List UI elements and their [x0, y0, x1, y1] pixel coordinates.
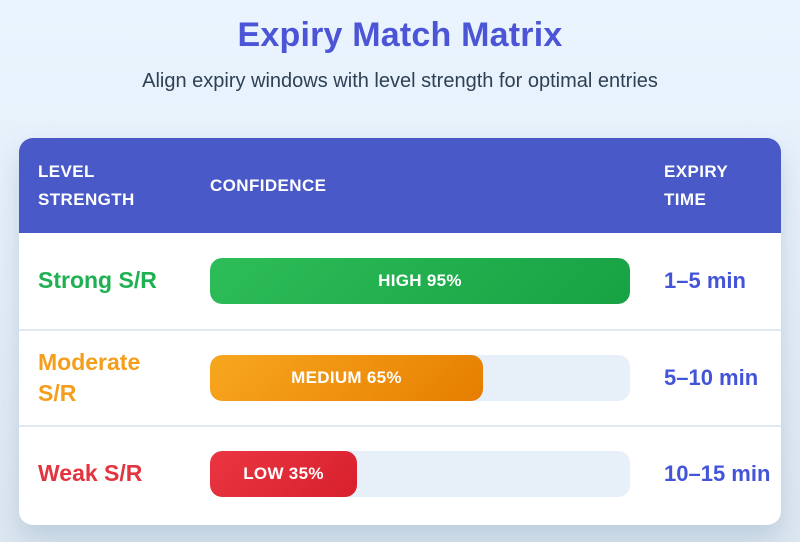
- confidence-bar-label: MEDIUM 65%: [291, 368, 402, 387]
- confidence-bar-label: HIGH 95%: [378, 271, 462, 290]
- column-header-confidence: CONFIDENCE: [210, 175, 327, 195]
- expiry-time-value: 1–5 min: [664, 268, 746, 293]
- table-body: Strong S/R HIGH 95% 1–5 min Moderate S/R…: [19, 233, 781, 521]
- confidence-cell: LOW 35%: [210, 451, 645, 497]
- column-header-expiry-time: EXPIRY TIME: [664, 162, 728, 209]
- table-row: Weak S/R LOW 35% 10–15 min: [19, 425, 781, 521]
- confidence-bar: MEDIUM 65%: [210, 355, 483, 401]
- table-row: Moderate S/R MEDIUM 65% 5–10 min: [19, 329, 781, 425]
- expiry-time-value: 10–15 min: [664, 461, 771, 486]
- confidence-bar-label: LOW 35%: [243, 464, 324, 483]
- confidence-cell: HIGH 95%: [210, 258, 645, 304]
- level-strength-label: Strong S/R: [38, 267, 157, 294]
- page-subtitle: Align expiry windows with level strength…: [142, 70, 658, 92]
- column-header-level-strength: LEVEL STRENGTH: [38, 162, 135, 209]
- confidence-track: LOW 35%: [210, 451, 630, 497]
- confidence-bar: HIGH 95%: [210, 258, 630, 304]
- confidence-track: MEDIUM 65%: [210, 355, 630, 401]
- table-header-row: LEVEL STRENGTH CONFIDENCE EXPIRY TIME: [19, 138, 781, 233]
- expiry-matrix-card: LEVEL STRENGTH CONFIDENCE EXPIRY TIME St…: [19, 138, 781, 525]
- table-row: Strong S/R HIGH 95% 1–5 min: [19, 233, 781, 329]
- expiry-time-value: 5–10 min: [664, 365, 759, 390]
- level-strength-label: Moderate S/R: [38, 348, 141, 406]
- level-strength-label: Weak S/R: [38, 460, 143, 487]
- confidence-track: HIGH 95%: [210, 258, 630, 304]
- confidence-cell: MEDIUM 65%: [210, 355, 645, 401]
- confidence-bar: LOW 35%: [210, 451, 357, 497]
- page-title: Expiry Match Matrix: [237, 16, 563, 54]
